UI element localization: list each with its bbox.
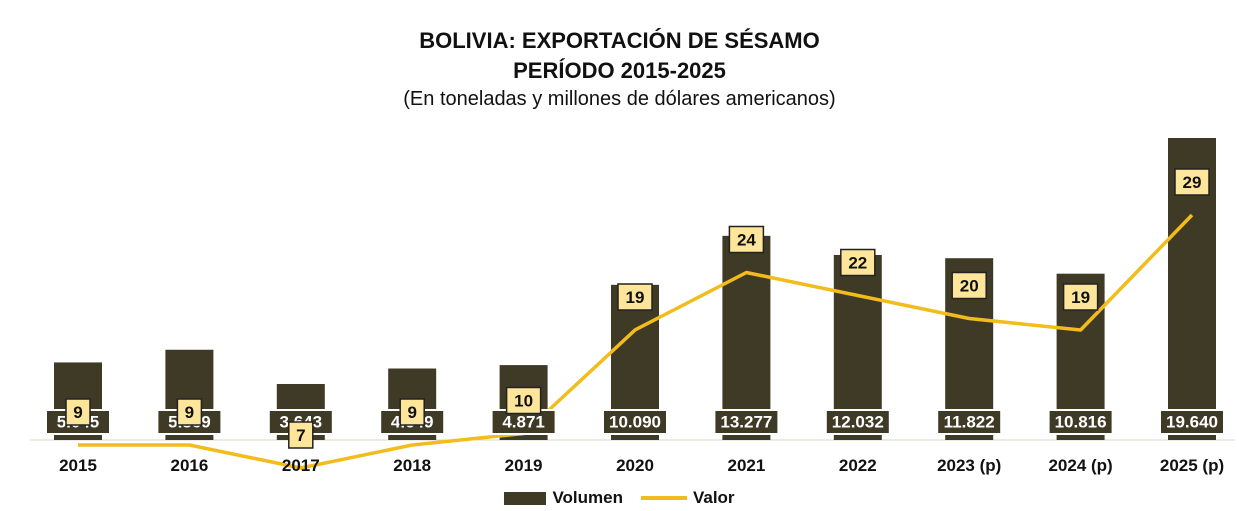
bar-label-box-10: [1159, 409, 1225, 435]
line-value-label: 9: [407, 403, 416, 422]
line-label-box-0: [65, 398, 91, 426]
bar-label-box-0: [45, 409, 111, 435]
line-label-box-6: [728, 225, 765, 254]
chart-units-note: (En toneladas y millones de dólares amer…: [403, 88, 836, 110]
bar-value-label: 4.871: [502, 413, 545, 432]
bar-value-label: 12.032: [832, 413, 884, 432]
bar-value-label: 19.640: [1166, 413, 1218, 432]
x-tick-label: 2017: [282, 456, 320, 475]
line-label-box-8: [951, 271, 987, 300]
x-tick-label: 2024 (p): [1048, 456, 1112, 475]
bar-label-box-8: [936, 409, 1003, 435]
legend-label-valor: Valor: [692, 488, 735, 507]
line-value-label: 9: [73, 403, 82, 422]
line-label-box-2: [288, 421, 314, 449]
bar-label-box-5: [602, 409, 668, 435]
x-tick-label: 2022: [839, 456, 877, 475]
line-label-box-4: [505, 386, 542, 415]
line-label-box-9: [1062, 283, 1099, 311]
legend-line-swatch: [640, 496, 687, 500]
line-label-box-1: [176, 398, 203, 426]
bar-value-label: 11.822: [944, 413, 995, 432]
bar-value-label: 13.277: [720, 413, 772, 432]
line-value-label: 7: [296, 426, 305, 445]
bar-volumen-6: [722, 235, 771, 440]
chart-title: BOLIVIA: EXPORTACIÓN DE SÉSAMO: [419, 28, 820, 53]
line-label-box-3: [399, 398, 425, 426]
line-value-label: 22: [848, 254, 867, 273]
bar-label-box-6: [713, 409, 780, 435]
line-value-label: 10: [514, 392, 533, 411]
legend-item-volumen: Volumen: [504, 488, 623, 508]
x-tick-label: 2021: [727, 456, 765, 475]
chart-subtitle: PERÍODO 2015-2025: [513, 58, 726, 83]
line-value-label: 20: [960, 277, 979, 296]
line-value-label: 19: [626, 288, 645, 307]
line-value-label: 24: [737, 231, 756, 250]
x-tick-label: 2020: [616, 456, 654, 475]
bar-value-label: 10.816: [1055, 413, 1107, 432]
legend-item-valor: Valor: [640, 488, 735, 508]
x-tick-label: 2023 (p): [937, 456, 1001, 475]
x-tick-label: 2025 (p): [1160, 456, 1224, 475]
bar-label-box-7: [824, 409, 891, 435]
line-label-box-7: [840, 248, 876, 277]
x-tick-label: 2018: [393, 456, 431, 475]
x-tick-label: 2019: [505, 456, 543, 475]
legend-label-volumen: Volumen: [552, 488, 623, 507]
line-label-box-5: [617, 283, 653, 311]
x-tick-label: 2016: [170, 456, 208, 475]
line-value-label: 9: [185, 403, 194, 422]
bar-label-box-9: [1047, 409, 1114, 435]
line-value-label: 19: [1071, 288, 1090, 307]
line-valor: [78, 213, 1194, 470]
legend: Volumen Valor: [0, 488, 1239, 508]
line-label-box-10: [1174, 168, 1210, 196]
bar-value-label: 10.090: [609, 413, 661, 432]
line-value-label: 29: [1183, 173, 1202, 192]
x-tick-label: 2015: [59, 456, 97, 475]
legend-bar-swatch: [504, 491, 547, 505]
